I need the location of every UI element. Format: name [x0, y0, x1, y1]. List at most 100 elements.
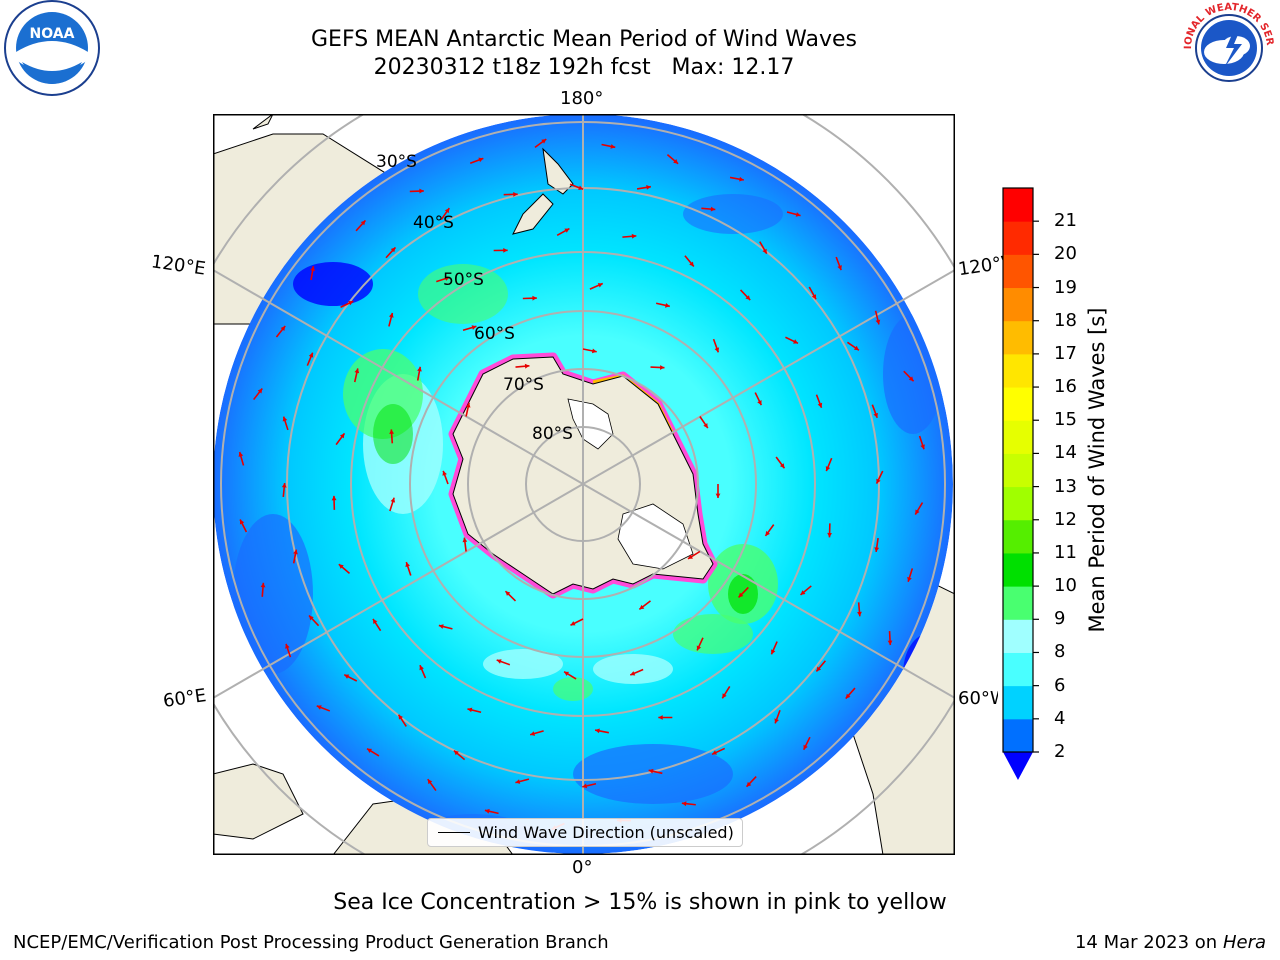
colorbar-segment — [1003, 387, 1033, 421]
wave-direction-arrowhead — [610, 144, 616, 149]
wave-direction-arrowhead — [712, 750, 718, 755]
wave-direction-arrowhead — [745, 295, 751, 301]
wave-direction-arrowhead — [293, 549, 298, 555]
colorbar-segment — [1003, 619, 1033, 653]
wave-direction-arrowhead — [811, 294, 817, 300]
chart-title: GEFS MEAN Antarctic Mean Period of Wind … — [311, 27, 857, 52]
colorbar-tick-label: 20 — [1054, 243, 1077, 265]
wave-direction-arrowhead — [462, 537, 468, 543]
wave-direction-arrowhead — [427, 779, 433, 785]
wave-direction-arrowhead — [238, 451, 244, 457]
wave-direction-arrowhead — [478, 157, 484, 163]
wave-direction-arrowhead — [367, 748, 373, 754]
colorbar-segment — [1003, 486, 1033, 521]
wave-direction-arrowhead — [308, 352, 314, 358]
wave-direction-arrowhead — [907, 576, 912, 582]
wave-direction-arrowhead — [505, 591, 511, 596]
wave-direction-arrowhead — [687, 554, 693, 559]
antarctic-wave-period-map — [213, 114, 955, 855]
wave-direction-arrowhead — [331, 495, 337, 501]
colorbar-tick-label: 14 — [1054, 442, 1077, 464]
wave-direction-arrowhead — [920, 444, 925, 450]
lon-label-60e: 60°E — [161, 685, 208, 712]
colorbar-tick-label: 8 — [1054, 641, 1066, 663]
colorbar — [1002, 187, 1039, 780]
wave-direction-arrowhead — [817, 402, 823, 408]
wave-direction-arrowhead — [630, 671, 636, 676]
wave-direction-arrowhead — [285, 643, 290, 649]
wave-direction-arrowhead — [876, 478, 881, 484]
wave-direction-arrowhead — [467, 707, 473, 713]
map-legend: Wind Wave Direction (unscaled) — [427, 818, 743, 847]
wave-direction-arrowhead — [541, 139, 547, 144]
colorbar-under-triangle — [1003, 752, 1033, 780]
wave-direction-arrowhead — [825, 466, 831, 472]
wave-direction-arrowhead — [595, 728, 600, 734]
wave-direction-arrowhead — [309, 615, 314, 621]
wave-direction-arrowhead — [438, 624, 444, 629]
colorbar-tick-label: 15 — [1054, 409, 1077, 431]
wave-direction-arrowhead — [513, 191, 518, 197]
wave-direction-arrowhead — [280, 326, 286, 331]
wave-direction-arrowhead — [765, 530, 770, 536]
wave-direction-arrowhead — [757, 400, 762, 406]
lon-label-60w: 60°W — [958, 688, 998, 709]
wave-direction-arrowhead — [591, 348, 597, 354]
wave-direction-arrowhead — [874, 547, 880, 552]
colorbar-segment — [1003, 453, 1033, 488]
colorbar-segment — [1003, 519, 1033, 554]
wave-direction-arrowhead — [372, 618, 378, 624]
wave-direction-arrowhead — [648, 768, 654, 774]
wave-direction-arrowhead — [239, 519, 245, 525]
wave-direction-arrowhead — [316, 705, 322, 710]
lon-label-120e: 120°E — [149, 251, 207, 280]
colorbar-segment — [1003, 287, 1033, 322]
wave-direction-arrowhead — [639, 604, 645, 610]
legend-line-sample — [438, 832, 470, 833]
colorbar-segment — [1003, 552, 1033, 587]
wave-direction-arrowhead — [803, 744, 808, 750]
wave-direction-arrowhead — [582, 783, 588, 789]
wave-direction-arrowhead — [444, 208, 450, 214]
wave-direction-arrowhead — [738, 592, 744, 598]
svg-text:NOAA: NOAA — [30, 26, 75, 42]
lat-label-70s: 70°S — [503, 375, 544, 395]
wave-direction-arrowhead — [419, 188, 424, 194]
colorbar-tick-label: 13 — [1054, 475, 1077, 497]
wave-direction-arrowhead — [703, 423, 708, 429]
wave-direction-arrowhead — [689, 261, 694, 267]
wave-direction-arrowhead — [845, 693, 851, 699]
wave-direction-arrowhead — [515, 779, 521, 784]
wave-direction-arrowhead — [887, 640, 893, 646]
colorbar-tick-label: 2 — [1054, 741, 1066, 762]
lat-label-80s: 80°S — [532, 424, 573, 444]
wave-direction-arrowhead — [795, 212, 801, 217]
wave-direction-arrowhead — [532, 295, 537, 301]
wave-direction-arrowhead — [570, 621, 576, 626]
colorbar-tick-label: 9 — [1054, 608, 1066, 630]
wave-direction-arrowhead — [360, 220, 366, 226]
wave-direction-arrowhead — [710, 206, 716, 212]
wave-direction-arrowhead — [405, 562, 410, 568]
wave-direction-arrowhead — [774, 718, 779, 724]
wave-direction-arrowhead — [827, 532, 832, 538]
wave-direction-arrowhead — [779, 463, 785, 469]
colorbar-segment — [1003, 353, 1033, 388]
colorbar-tick-label: 16 — [1054, 376, 1077, 398]
wave-direction-arrowhead — [310, 266, 316, 271]
wave-direction-arrowhead — [484, 808, 490, 814]
lat-label-50s: 50°S — [443, 270, 484, 290]
wave-direction-arrowhead — [348, 300, 354, 306]
footer-date: 14 Mar 2023 on Hera — [1075, 932, 1266, 953]
wave-direction-arrowhead — [793, 339, 799, 344]
wave-direction-arrowhead — [453, 750, 459, 756]
colorbar-segment — [1003, 685, 1033, 720]
wave-direction-arrowhead — [857, 611, 862, 617]
wave-direction-arrowhead — [389, 429, 395, 434]
colorbar-segment — [1003, 718, 1033, 753]
wave-direction-arrowhead — [338, 564, 344, 569]
lon-label-180: 180° — [560, 88, 604, 109]
lon-label-0: 0° — [572, 857, 593, 878]
colorbar-tick-label: 12 — [1054, 508, 1077, 530]
wave-direction-arrowhead — [260, 582, 266, 588]
